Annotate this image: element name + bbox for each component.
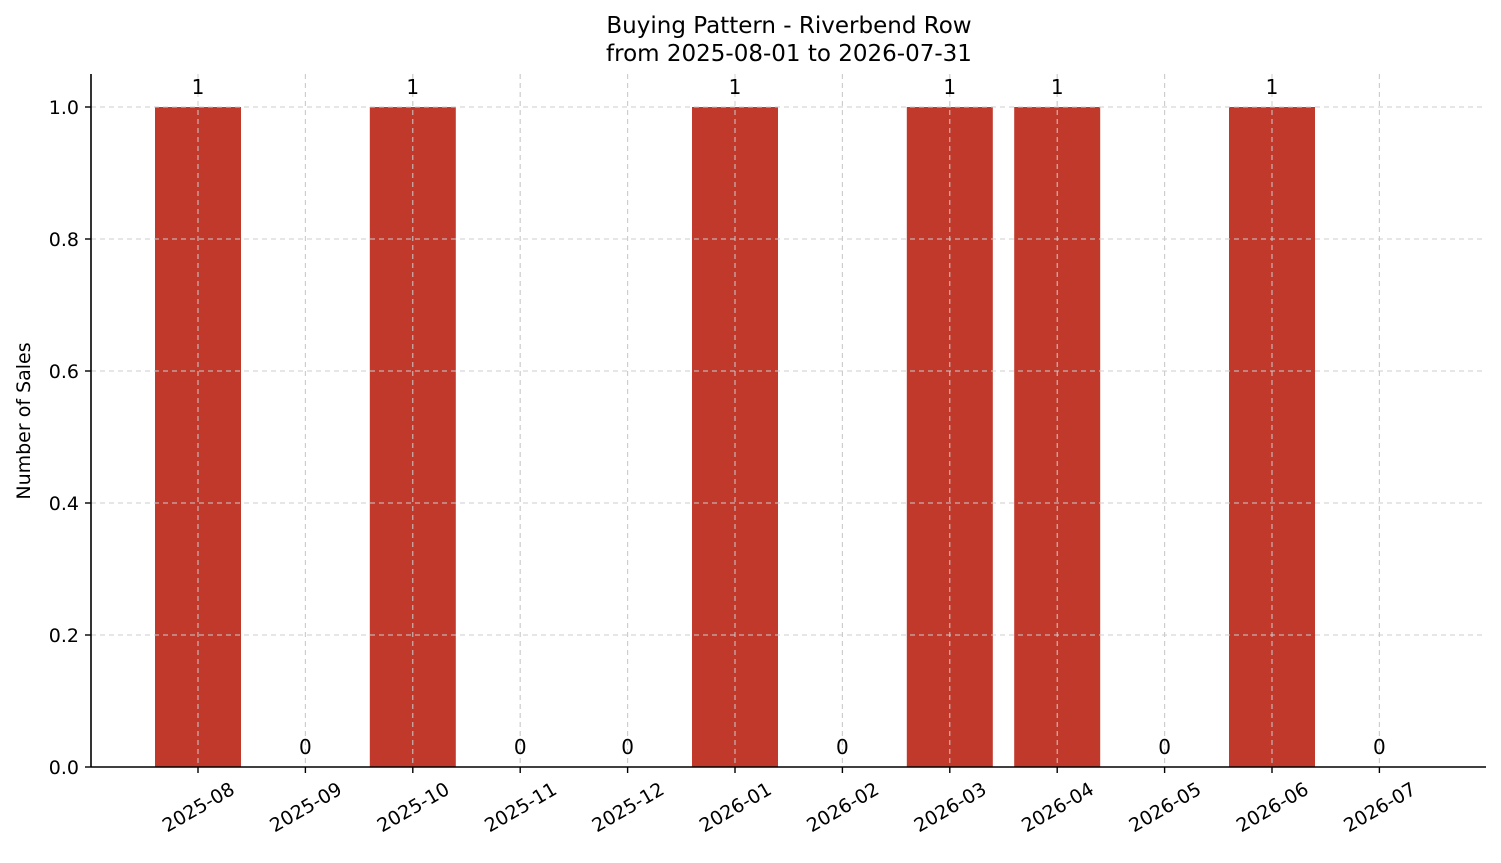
- y-tick-label: 1.0: [49, 97, 79, 119]
- data-label-2026-01: 1: [729, 75, 742, 99]
- chart-subtitle: from 2025-08-01 to 2026-07-31: [606, 41, 972, 67]
- y-axis-label: Number of Sales: [13, 342, 35, 499]
- data-label-2025-10: 1: [406, 75, 419, 99]
- y-tick-label: 0.6: [49, 361, 79, 383]
- x-tick-label-2026-06: 2026-06: [1233, 778, 1313, 837]
- chart-title: Buying Pattern - Riverbend Row: [606, 13, 971, 39]
- x-tick-label-2025-11: 2025-11: [481, 778, 561, 837]
- x-tick-label-2026-05: 2026-05: [1125, 778, 1205, 837]
- y-tick-label: 0.8: [49, 229, 79, 251]
- y-tick-label: 0.4: [49, 493, 79, 515]
- data-label-2026-05: 0: [1158, 735, 1171, 759]
- y-tick-label: 0.0: [49, 757, 79, 779]
- x-tick-label-2025-09: 2025-09: [266, 778, 346, 837]
- data-label-2025-09: 0: [299, 735, 312, 759]
- y-tick-label: 0.2: [49, 625, 79, 647]
- data-label-2026-02: 0: [836, 735, 849, 759]
- x-tick-label-2026-03: 2026-03: [911, 778, 991, 837]
- data-label-2025-08: 1: [192, 75, 205, 99]
- labels-layer: 1 0 1 0 0 1 0 1 1 0 1 0: [192, 75, 1386, 759]
- x-tick-label-2026-07: 2026-07: [1340, 778, 1420, 837]
- x-tick-label-2026-04: 2026-04: [1018, 778, 1098, 837]
- data-label-2026-04: 1: [1051, 75, 1064, 99]
- data-label-2025-12: 0: [621, 735, 634, 759]
- data-label-2026-07: 0: [1373, 735, 1386, 759]
- x-tick-label-2025-10: 2025-10: [374, 778, 454, 837]
- data-label-2026-06: 1: [1266, 75, 1279, 99]
- data-label-2026-03: 1: [943, 75, 956, 99]
- data-label-2025-11: 0: [514, 735, 527, 759]
- x-tick-label-2025-12: 2025-12: [588, 778, 668, 837]
- bars-layer: [91, 74, 1486, 767]
- x-tick-label-2025-08: 2025-08: [159, 778, 239, 837]
- x-tick-label-2026-01: 2026-01: [696, 778, 776, 837]
- x-tick-label-2026-02: 2026-02: [803, 778, 883, 837]
